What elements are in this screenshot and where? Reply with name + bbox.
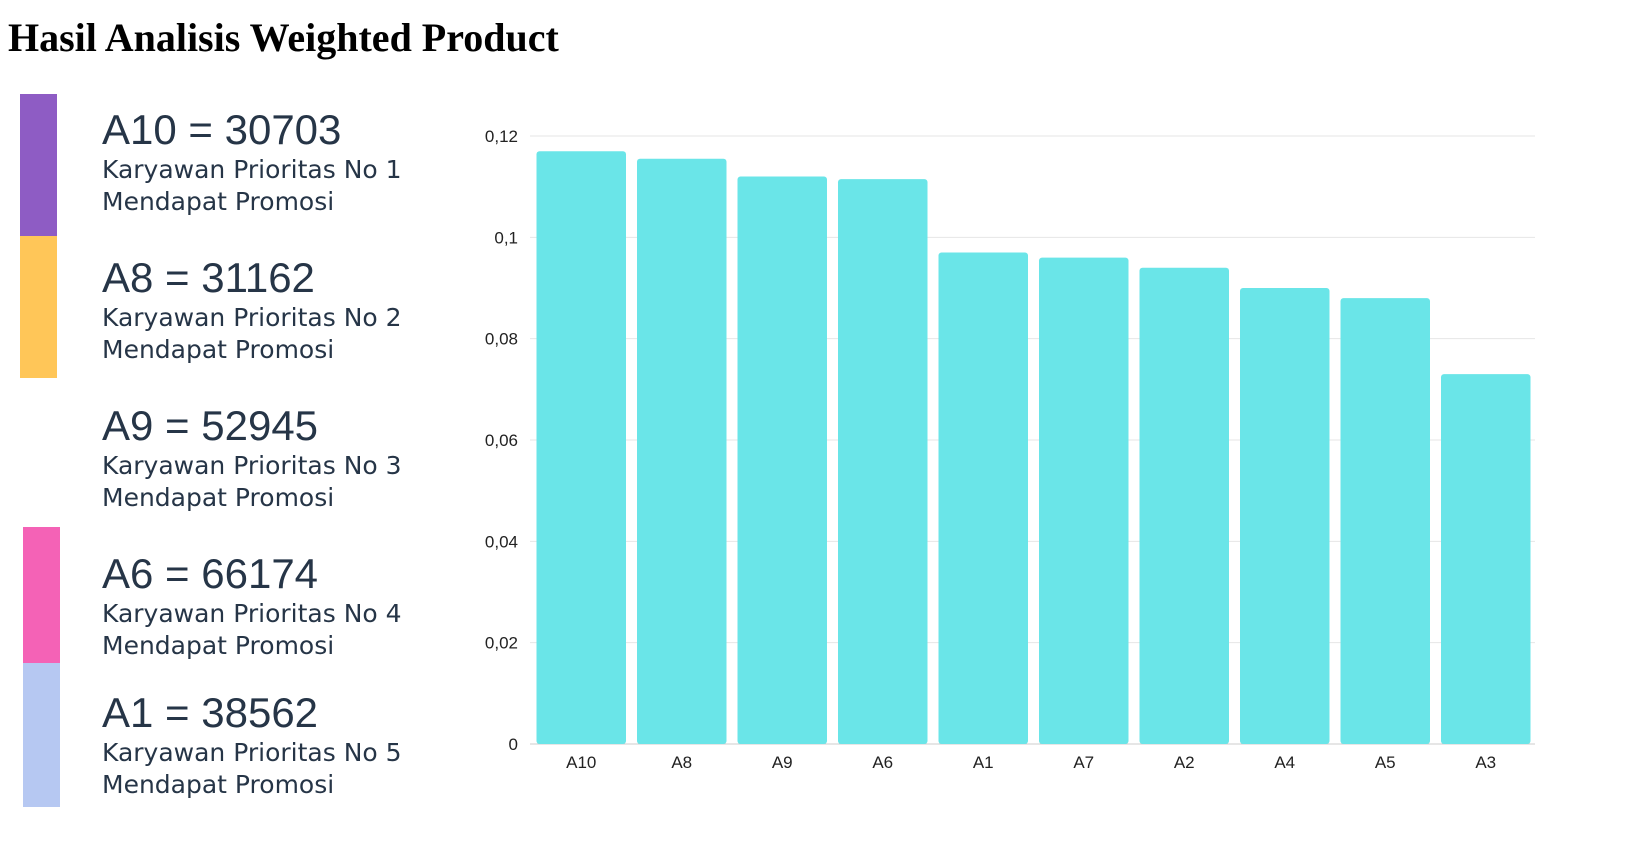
rank-card-1: A10 = 30703 Karyawan Prioritas No 1 Mend…	[102, 106, 462, 218]
bar-a10[interactable]	[536, 151, 627, 744]
rank-value: A8 = 31162	[102, 254, 315, 301]
bar-a9[interactable]	[737, 176, 828, 744]
bar-chart: 0 0,02 0,04 0,06 0,08 0,1 0,12 A10 A8 A9 A6 A1 A7 A2…	[470, 110, 1640, 830]
x-tick-label: A10	[566, 753, 596, 772]
rank-promotion-label: Mendapat Promosi	[102, 483, 335, 512]
bar-a6[interactable]	[838, 179, 928, 745]
page-title: Hasil Analisis Weighted Product	[8, 15, 559, 60]
x-tick-label: A7	[1073, 753, 1094, 772]
x-tick-label: A1	[973, 753, 994, 772]
rank-card-3: A9 = 52945 Karyawan Prioritas No 3 Menda…	[102, 402, 462, 514]
rank-promotion-label: Mendapat Promosi	[102, 335, 335, 364]
bar-chart-svg: 0 0,02 0,04 0,06 0,08 0,1 0,12 A10 A8 A9 A6 A1 A7 A2…	[485, 127, 1535, 772]
rank-priority-label: Karyawan Prioritas No 2	[102, 303, 402, 332]
y-tick-label: 0,02	[485, 634, 518, 653]
y-tick-label: 0,1	[494, 228, 518, 247]
bar-a5[interactable]	[1340, 298, 1431, 744]
rank-promotion-label: Mendapat Promosi	[102, 631, 335, 660]
bar-a4[interactable]	[1240, 288, 1330, 744]
rank-color-bar-4	[23, 527, 60, 667]
bar-a1[interactable]	[938, 252, 1029, 745]
y-tick-label: 0,12	[485, 127, 518, 146]
rank-priority-label: Karyawan Prioritas No 3	[102, 451, 402, 480]
y-tick-label: 0,06	[485, 431, 518, 450]
rank-value: A9 = 52945	[102, 402, 319, 449]
y-tick-label: 0	[509, 735, 518, 754]
rank-color-bar-2	[20, 236, 57, 378]
x-tick-label: A3	[1475, 753, 1496, 772]
bar-a3[interactable]	[1441, 374, 1531, 744]
y-axis-ticks: 0 0,02 0,04 0,06 0,08 0,1 0,12	[485, 127, 518, 754]
rank-priority-label: Karyawan Prioritas No 1	[102, 155, 402, 184]
rank-promotion-label: Mendapat Promosi	[102, 187, 335, 216]
x-axis-ticks: A10 A8 A9 A6 A1 A7 A2 A4 A5 A3	[566, 753, 1496, 772]
rank-card-4: A6 = 66174 Karyawan Prioritas No 4 Menda…	[102, 550, 462, 662]
x-tick-label: A4	[1274, 753, 1295, 772]
bar-a2[interactable]	[1139, 267, 1230, 744]
rank-card-5: A1 = 38562 Karyawan Prioritas No 5 Menda…	[102, 689, 462, 801]
bars	[536, 151, 1531, 745]
rank-value: A6 = 66174	[102, 550, 319, 597]
x-tick-label: A5	[1375, 753, 1396, 772]
ranking-list: A10 = 30703 Karyawan Prioritas No 1 Mend…	[0, 94, 470, 860]
rank-color-bar-5	[23, 663, 60, 807]
rank-color-bar-3	[20, 378, 57, 526]
rank-value: A10 = 30703	[102, 106, 342, 153]
rank-priority-label: Karyawan Prioritas No 5	[102, 738, 402, 767]
x-tick-label: A2	[1174, 753, 1195, 772]
rank-color-bar-1	[20, 94, 57, 236]
x-tick-label: A8	[671, 753, 692, 772]
x-tick-label: A9	[772, 753, 793, 772]
bar-a7[interactable]	[1039, 257, 1129, 744]
x-tick-label: A6	[872, 753, 893, 772]
rank-priority-label: Karyawan Prioritas No 4	[102, 599, 402, 628]
rank-value: A1 = 38562	[102, 689, 319, 736]
rank-card-2: A8 = 31162 Karyawan Prioritas No 2 Menda…	[102, 254, 462, 366]
rank-promotion-label: Mendapat Promosi	[102, 770, 335, 799]
y-tick-label: 0,08	[485, 330, 518, 349]
y-tick-label: 0,04	[485, 532, 518, 551]
bar-a8[interactable]	[637, 158, 727, 745]
